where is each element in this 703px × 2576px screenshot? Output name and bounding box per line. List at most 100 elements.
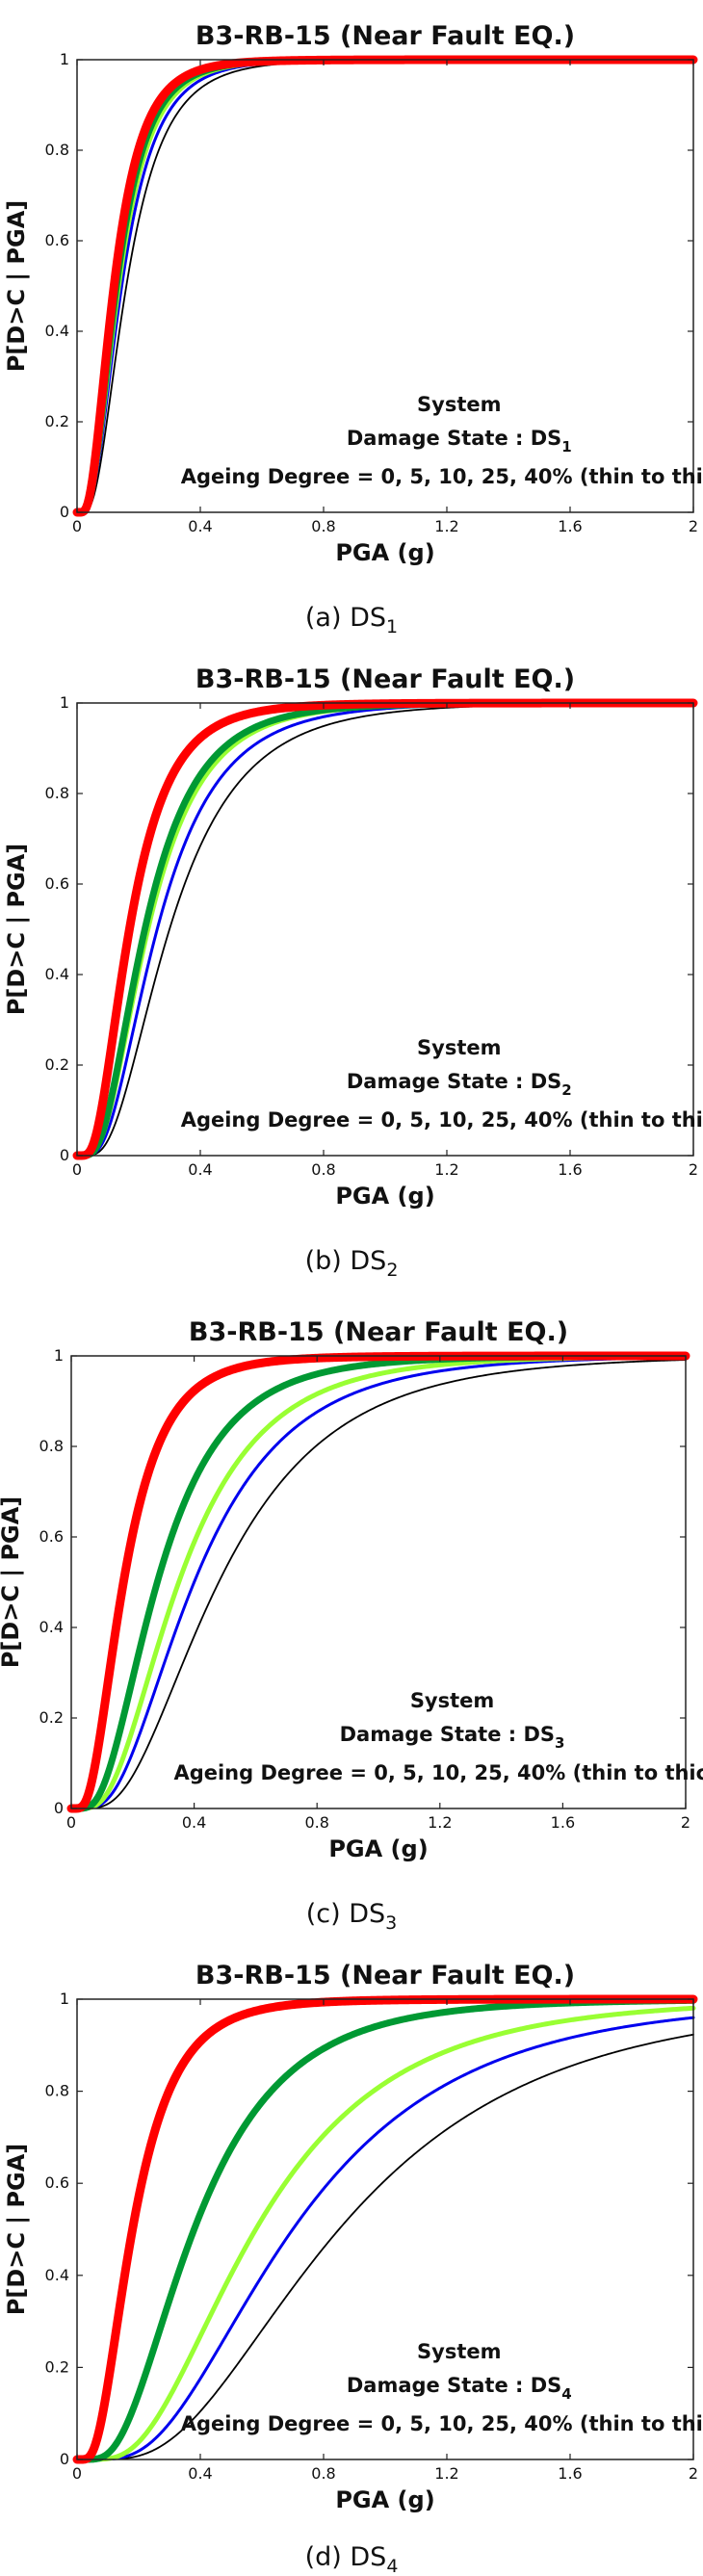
chart-4-plot-frame [76,1998,694,2460]
chart-3-annotation-system: System [410,1689,494,1712]
chart-4-ytick-label: 1 [60,1990,69,2008]
chart-1: B3-RB-15 (Near Fault EQ.) 0 0.4 0.8 1.2 1.6 2 0… [3,21,703,637]
chart-1-ytick-label: 0 [60,503,69,521]
chart-2-ytick-label: 0.4 [45,965,69,983]
chart-1-ytick-label: 0.4 [45,322,69,340]
chart-1-xtick-label: 1.6 [558,517,582,535]
chart-3-annotation-ageing: Ageing Degree = 0, 5, 10, 25, 40% (thin … [173,1761,703,1784]
chart-4-ylabel: P[D>C | PGA] [3,2144,30,2316]
chart-4: B3-RB-15 (Near Fault EQ.) 0 0.4 0.8 1.2 1.6 2 0… [3,1961,703,2576]
chart-1-xlabel: PGA (g) [335,539,434,566]
chart-3-plot-frame [70,1355,687,1809]
chart-2-ytick-label: 1 [60,693,69,712]
chart-4-xlabel: PGA (g) [335,2486,434,2513]
chart-4-caption-sub: 4 [386,2556,398,2576]
chart-2-xtick-label: 0.8 [311,1160,335,1179]
chart-4-xtick-label: 0 [72,2464,82,2483]
chart-4-annotation-damage-state: Damage State : DS4 [347,2374,572,2403]
chart-4-title: B3-RB-15 (Near Fault EQ.) [195,1961,575,1991]
chart-3-caption: (c) DS3 [306,1899,398,1934]
chart-4-caption-text: (d) DS [305,2542,387,2572]
chart-3-ytick-label: 0.6 [39,1527,64,1546]
chart-1-annotation-damage-state: Damage State : DS1 [347,427,572,455]
chart-1-ytick-label: 1 [60,50,69,68]
chart-4-xtick-label: 0.8 [311,2464,335,2483]
chart-4-ytick-label: 0.8 [45,2082,69,2100]
chart-4-ytick-label: 0 [60,2450,69,2468]
chart-4-series-3-line [74,2005,696,2462]
chart-2-ytick-label: 0 [60,1146,69,1164]
chart-3-caption-sub: 3 [385,1912,397,1934]
chart-4-xtick-label: 0.4 [188,2464,212,2483]
chart-1-plot-frame [76,59,694,513]
chart-2-annotation-ageing: Ageing Degree = 0, 5, 10, 25, 40% (thin … [181,1108,703,1132]
chart-3-xtick-label: 0.8 [304,1813,328,1832]
chart-1-xtick-label: 0.8 [311,517,335,535]
chart-2-caption: (b) DS2 [305,1246,399,1281]
chart-3-xlabel: PGA (g) [328,1835,428,1862]
chart-1-annotation-damage-state-sub: 1 [561,438,571,455]
chart-2: B3-RB-15 (Near Fault EQ.) 0 0.4 0.8 1.2 1.6 2 0… [3,664,703,1281]
chart-3-ylabel: P[D>C | PGA] [0,1496,24,1669]
chart-1-title: B3-RB-15 (Near Fault EQ.) [195,21,575,51]
chart-4-xtick-label: 1.6 [558,2464,582,2483]
chart-1-annotation-system: System [417,393,501,416]
chart-3-ytick-label: 0.2 [39,1708,64,1727]
chart-2-ytick-label: 0.8 [45,784,69,802]
chart-3-caption-text: (c) DS [306,1899,385,1929]
chart-3-xtick-label: 0 [66,1813,76,1832]
chart-1-xtick-label: 2 [689,517,698,535]
chart-2-caption-text: (b) DS [305,1246,387,1276]
chart-3-xtick-label: 1.6 [551,1813,575,1832]
chart-3-xtick-label: 1.2 [428,1813,452,1832]
chart-4-ytick-label: 0.6 [45,2173,69,2192]
chart-3: B3-RB-15 (Near Fault EQ.) 0 0.4 0.8 1.2 1.6 2 0… [0,1317,703,1934]
chart-2-xtick-label: 0 [72,1160,82,1179]
chart-1-caption: (a) DS1 [305,603,398,637]
chart-2-caption-sub: 2 [386,1260,398,1281]
chart-2-annotation-damage-state-text: Damage State : DS [347,1070,561,1093]
chart-3-ytick-label: 1 [54,1346,64,1365]
chart-1-caption-text: (a) DS [305,603,386,633]
chart-2-xtick-label: 0.4 [188,1160,212,1179]
chart-2-ytick-label: 0.2 [45,1055,69,1074]
chart-4-series-2-line [75,2016,695,2461]
chart-1-caption-sub: 1 [386,616,398,637]
chart-4-xtick-label: 1.2 [434,2464,458,2483]
chart-2-ytick-label: 0.6 [45,874,69,893]
chart-2-xtick-label: 1.2 [434,1160,458,1179]
chart-3-ytick-label: 0.4 [39,1618,64,1636]
chart-1-annotation-damage-state-text: Damage State : DS [347,427,561,450]
chart-1-ytick-label: 0.2 [45,412,69,430]
chart-1-ytick-label: 0.6 [45,231,69,249]
chart-4-xtick-label: 2 [689,2464,698,2483]
chart-2-ylabel: P[D>C | PGA] [3,844,30,1016]
chart-4-annotation-ageing: Ageing Degree = 0, 5, 10, 25, 40% (thin … [181,2412,703,2435]
chart-4-ytick-label: 0.4 [45,2266,69,2284]
chart-4-annotation-system: System [417,2340,501,2363]
chart-4-caption: (d) DS4 [305,2542,399,2576]
chart-3-xtick-label: 0.4 [182,1813,206,1832]
chart-1-ylabel: P[D>C | PGA] [3,200,30,373]
chart-1-xtick-label: 1.2 [434,517,458,535]
chart-4-annotation-damage-state-text: Damage State : DS [347,2374,561,2397]
chart-3-annotation-damage-state-sub: 3 [555,1734,564,1752]
chart-1-ytick-label: 0.8 [45,141,69,159]
chart-3-ytick-label: 0.8 [39,1437,64,1455]
chart-2-xtick-label: 1.6 [558,1160,582,1179]
chart-1-annotation-ageing: Ageing Degree = 0, 5, 10, 25, 40% (thin … [181,465,703,488]
chart-3-annotation-damage-state: Damage State : DS3 [340,1723,565,1752]
chart-2-annotation-damage-state-sub: 2 [561,1081,571,1099]
chart-4-series-1-line [76,2033,694,2460]
chart-3-series-1-line [70,1359,687,1809]
chart-2-title: B3-RB-15 (Near Fault EQ.) [195,664,575,694]
chart-2-plot-frame [76,702,694,1157]
chart-2-xlabel: PGA (g) [335,1183,434,1210]
chart-4-annotation-damage-state-sub: 4 [561,2385,571,2403]
chart-2-xtick-label: 2 [689,1160,698,1179]
chart-1-xtick-label: 0.4 [188,517,212,535]
chart-2-annotation-damage-state: Damage State : DS2 [347,1070,572,1099]
chart-3-title: B3-RB-15 (Near Fault EQ.) [189,1317,568,1347]
chart-3-ytick-label: 0 [54,1799,64,1817]
